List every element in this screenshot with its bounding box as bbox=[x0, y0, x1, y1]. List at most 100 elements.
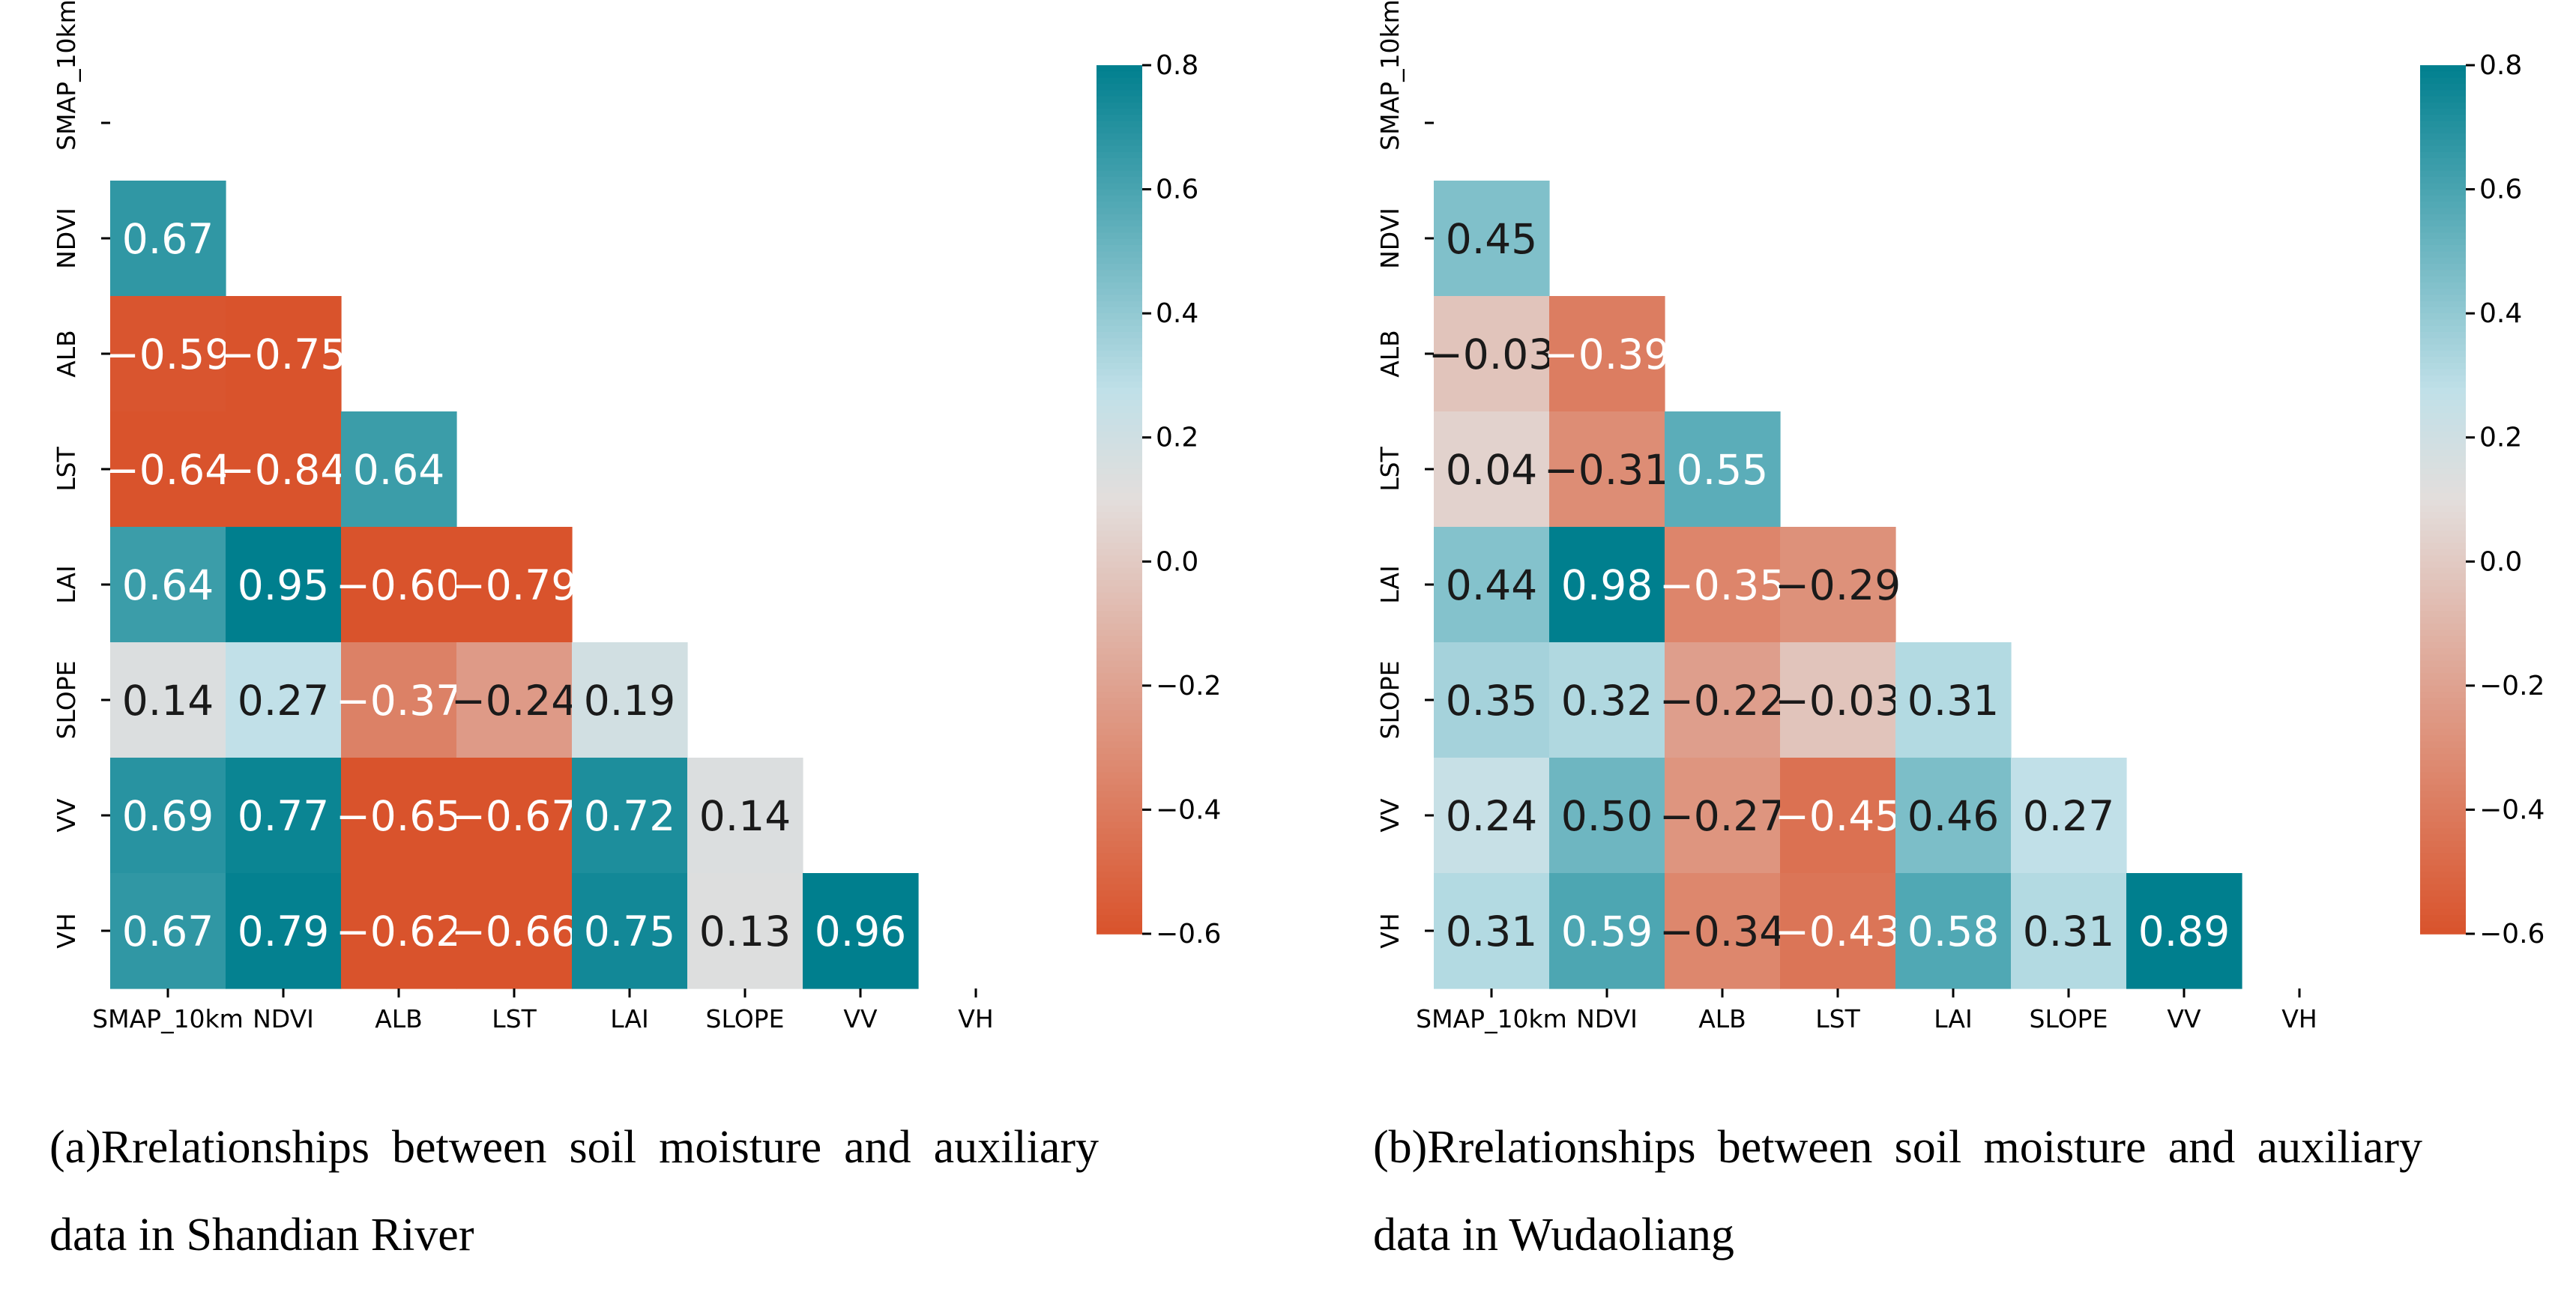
colorbar-segment bbox=[1097, 431, 1142, 438]
colorbar-segment bbox=[1097, 766, 1142, 773]
colorbar-segment bbox=[1097, 325, 1142, 333]
cell-value-label: 0.79 bbox=[238, 908, 329, 956]
colorbar-segment bbox=[1097, 493, 1142, 501]
colorbar-segment bbox=[2420, 412, 2466, 420]
colorbar-tick-label: −0.4 bbox=[2479, 794, 2545, 825]
colorbar-tick-label: −0.4 bbox=[1156, 794, 1221, 825]
colorbar-segment bbox=[2420, 183, 2466, 190]
colorbar-segment bbox=[2420, 443, 2466, 451]
colorbar-segment bbox=[2420, 301, 2466, 308]
colorbar-segment bbox=[2420, 921, 2466, 929]
colorbar-segment bbox=[2420, 728, 2466, 736]
cell-value-label: 0.27 bbox=[238, 677, 329, 725]
y-tick-label: VH bbox=[52, 913, 81, 948]
cell-value-label: −0.60 bbox=[336, 561, 462, 609]
colorbar-segment bbox=[1097, 195, 1142, 202]
colorbar-segment bbox=[2420, 77, 2466, 85]
colorbar-segment bbox=[1097, 692, 1142, 699]
colorbar-segment bbox=[1097, 809, 1142, 817]
colorbar-segment bbox=[1097, 735, 1142, 743]
colorbar-segment bbox=[2420, 139, 2466, 147]
colorbar-segment bbox=[2420, 673, 2466, 680]
colorbar-segment bbox=[2420, 785, 2466, 792]
cell-value-label: 0.50 bbox=[1561, 792, 1653, 840]
heatmap-cell-lai-alb bbox=[1665, 527, 1781, 643]
heatmap-panel-b: 0.45−0.03−0.390.04 −0.31 0.550.44 0.98 −0.35… bbox=[1375, 0, 2545, 1033]
colorbar-segment bbox=[2420, 766, 2466, 773]
colorbar-segment bbox=[1097, 915, 1142, 923]
colorbar-segment bbox=[2420, 102, 2466, 109]
colorbar-segment bbox=[2420, 524, 2466, 531]
heatmap-cell-alb-smap_10km bbox=[1434, 296, 1550, 412]
heatmap-cell-slope-lst bbox=[456, 642, 573, 758]
colorbar-segment bbox=[2420, 325, 2466, 333]
heatmap-cell-vh-lst bbox=[1780, 873, 1896, 989]
heatmap-cell-ndvi-smap_10km bbox=[1434, 181, 1550, 297]
colorbar-segment bbox=[2420, 499, 2466, 507]
y-tick-label: NDVI bbox=[1375, 208, 1405, 269]
colorbar-segment bbox=[2420, 164, 2466, 172]
colorbar-segment bbox=[2420, 90, 2466, 97]
cell-value-label: −0.64 bbox=[105, 446, 232, 494]
colorbar-segment bbox=[1097, 902, 1142, 910]
colorbar-segment bbox=[1097, 102, 1142, 109]
caption-b-line2: auxiliary data in Wudaoliang bbox=[1373, 1122, 2422, 1261]
colorbar-segment bbox=[1097, 667, 1142, 674]
colorbar-segment bbox=[2420, 214, 2466, 221]
colorbar-segment bbox=[2420, 257, 2466, 265]
cell-value-label: 0.69 bbox=[122, 792, 214, 840]
cell-value-label: 0.95 bbox=[238, 561, 329, 609]
colorbar-segment bbox=[2420, 760, 2466, 767]
heatmap-cell-vh-slope bbox=[2011, 873, 2127, 989]
colorbar-segment bbox=[2420, 865, 2466, 873]
colorbar-segment bbox=[2420, 220, 2466, 228]
colorbar-segment bbox=[2420, 896, 2466, 904]
colorbar-segment bbox=[2420, 884, 2466, 891]
colorbar-segment bbox=[2420, 456, 2466, 463]
cell-value-label: 0.98 bbox=[1561, 561, 1653, 609]
colorbar-segment bbox=[1097, 319, 1142, 327]
colorbar-segment bbox=[1097, 226, 1142, 234]
heatmap-cell-vh-lai bbox=[1895, 873, 2012, 989]
colorbar-segment bbox=[2420, 567, 2466, 575]
colorbar-segment bbox=[1097, 406, 1142, 414]
heatmap-cell-vv-lst bbox=[456, 758, 573, 874]
colorbar-segment bbox=[1097, 884, 1142, 891]
cell-value-label: 0.67 bbox=[122, 908, 214, 956]
x-tick-label: VH bbox=[958, 1004, 993, 1033]
colorbar-segment bbox=[1097, 530, 1142, 537]
colorbar-segment bbox=[2420, 425, 2466, 432]
cell-value-label: 0.35 bbox=[1446, 677, 1537, 725]
colorbar-segment bbox=[2420, 828, 2466, 836]
colorbar-segment bbox=[2420, 692, 2466, 699]
colorbar-segment bbox=[1097, 586, 1142, 594]
colorbar-segment bbox=[2420, 617, 2466, 624]
colorbar-segment bbox=[1097, 177, 1142, 184]
colorbar-segment bbox=[1097, 772, 1142, 779]
heatmap-cell-ndvi-smap_10km bbox=[110, 181, 226, 297]
colorbar-segment bbox=[1097, 276, 1142, 283]
colorbar-segment bbox=[2420, 208, 2466, 215]
colorbar-segment bbox=[2420, 127, 2466, 134]
cell-value-label: −0.27 bbox=[1659, 792, 1786, 840]
colorbar-segment bbox=[1097, 797, 1142, 804]
heatmap-cell-vh-ndvi bbox=[226, 873, 342, 989]
cell-value-label: −0.22 bbox=[1659, 677, 1786, 725]
colorbar-segment bbox=[1097, 890, 1142, 898]
y-tick-label: VV bbox=[52, 798, 81, 833]
colorbar-segment bbox=[1097, 301, 1142, 308]
colorbar-segment bbox=[1097, 214, 1142, 221]
colorbar-segment bbox=[1097, 151, 1142, 159]
cell-value-label: −0.67 bbox=[451, 792, 578, 840]
heatmap-cell-vv-slope bbox=[2011, 758, 2127, 874]
colorbar-segment bbox=[1097, 425, 1142, 432]
cell-value-label: 0.14 bbox=[122, 677, 214, 725]
cell-value-label: −0.62 bbox=[336, 908, 462, 956]
heatmap-cell-lai-alb bbox=[341, 527, 457, 643]
colorbar-segment bbox=[2420, 747, 2466, 755]
colorbar-segment bbox=[1097, 921, 1142, 929]
colorbar-segment bbox=[1097, 133, 1142, 141]
colorbar-segment bbox=[2420, 418, 2466, 426]
cell-value-label: −0.75 bbox=[220, 330, 347, 378]
colorbar-segment bbox=[2420, 797, 2466, 804]
